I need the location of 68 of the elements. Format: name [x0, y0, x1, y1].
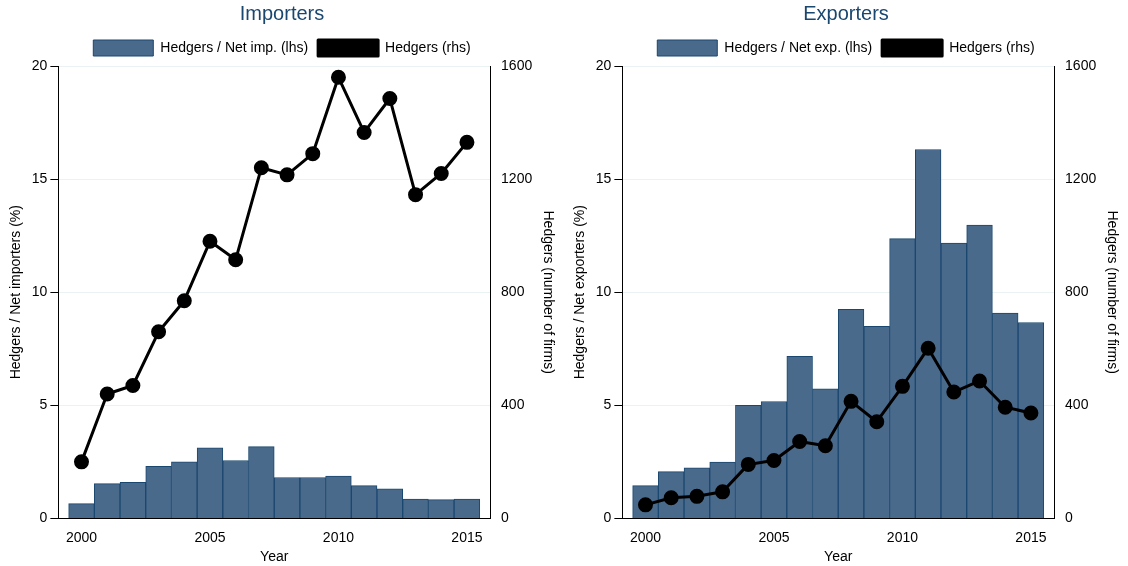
point	[408, 187, 424, 203]
y-axis-title: Hedgers / Net importers (%)	[7, 205, 24, 380]
x-axis-title: Year	[824, 548, 853, 565]
legend-label: Hedgers / Net exp. (lhs)	[724, 38, 873, 55]
x-tick-label: 2005	[758, 528, 790, 545]
y-tick-label: 0	[39, 509, 48, 526]
x-tick-label: 2010	[886, 528, 919, 545]
y2-axis-title: Hedgers (number of firms)	[540, 210, 557, 374]
y2-axis-title: Hedgers (number of firms)	[1104, 210, 1121, 374]
point	[740, 456, 756, 472]
legend-label: Hedgers (rhs)	[385, 38, 471, 55]
y-tick-label: 20	[595, 56, 612, 73]
point	[433, 165, 449, 181]
point	[228, 252, 244, 268]
point	[843, 393, 859, 409]
point	[279, 167, 295, 183]
x-tick-label: 2005	[194, 528, 226, 545]
point	[151, 324, 167, 340]
point	[382, 91, 398, 107]
y-tick-label: 10	[31, 283, 48, 300]
y2-tick-label: 1600	[1065, 56, 1097, 73]
point	[766, 452, 782, 468]
y2-tick-label: 800	[501, 283, 525, 300]
y-tick-label: 15	[31, 169, 48, 186]
y2-tick-label: 0	[501, 509, 510, 526]
point	[946, 384, 962, 400]
x-tick-label: 2000	[65, 528, 98, 545]
y-tick-label: 5	[603, 396, 612, 413]
chart-title: Importers	[239, 1, 325, 24]
x-tick-label: 2015	[1015, 528, 1047, 545]
chart-title: Exporters	[803, 1, 889, 24]
point	[1023, 405, 1039, 421]
x-tick-label: 2000	[629, 528, 662, 545]
point	[792, 433, 808, 449]
point	[894, 378, 910, 394]
point	[459, 134, 475, 150]
point	[74, 454, 89, 470]
point	[869, 414, 885, 430]
x-axis-title: Year	[260, 548, 289, 565]
y2-tick-label: 400	[1065, 396, 1089, 413]
point	[99, 386, 115, 402]
x-tick-label: 2010	[322, 528, 355, 545]
y2-tick-label: 400	[501, 396, 525, 413]
point	[330, 69, 346, 85]
y2-tick-label: 1200	[501, 169, 533, 186]
y-tick-label: 10	[595, 283, 612, 300]
legend-label: Hedgers / Net imp. (lhs)	[160, 38, 309, 55]
y2-tick-label: 0	[1065, 509, 1074, 526]
point	[997, 399, 1013, 415]
y2-tick-label: 800	[1065, 283, 1089, 300]
point	[920, 340, 936, 356]
y2-tick-label: 1200	[1065, 169, 1097, 186]
y-tick-label: 15	[595, 169, 612, 186]
point	[253, 160, 269, 176]
y2-tick-label: 1600	[501, 56, 533, 73]
point	[125, 378, 141, 394]
point	[972, 373, 988, 389]
legend-label: Hedgers (rhs)	[949, 38, 1035, 55]
y-axis-title: Hedgers / Net exporters (%)	[571, 205, 588, 380]
y-tick-label: 20	[31, 56, 48, 73]
point	[176, 293, 192, 309]
x-tick-label: 2015	[451, 528, 483, 545]
y-tick-label: 0	[603, 509, 612, 526]
point	[202, 233, 218, 249]
point	[817, 438, 833, 454]
y-tick-label: 5	[39, 396, 48, 413]
point	[305, 146, 321, 162]
point	[356, 124, 372, 140]
